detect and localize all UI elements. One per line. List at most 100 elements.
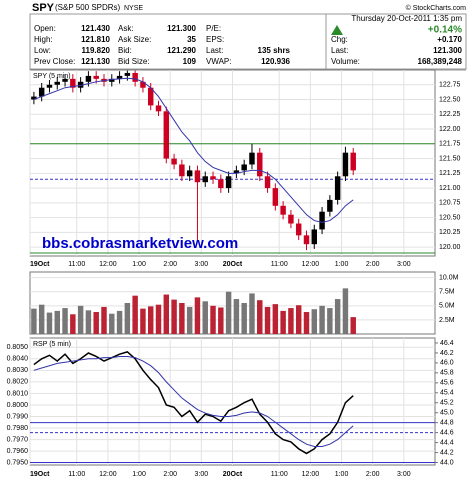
y-tick-label: 0.8000 [7,402,29,409]
volume-bar [132,295,138,334]
quote-label: Prev Close: [34,57,75,66]
ratio-line [33,351,354,455]
quote-label: Last: [206,46,223,55]
quote-label: VWAP: [206,57,231,66]
summary-label: Last: [331,46,348,55]
summary-value: 168,389,248 [418,57,463,66]
y-tick-label: 120.50 [439,214,461,221]
quote-label: EPS: [206,35,224,44]
x-tick-label: 20Oct [223,471,243,478]
quote-value: 120.936 [261,57,290,66]
candle-body [38,87,45,97]
quote-label: P/E: [206,24,221,33]
quote-value: 135 shrs [258,46,291,55]
volume-bar [54,310,60,334]
moving-average [33,355,354,448]
x-tick-label: 12:00 [302,261,320,268]
x-tick-label: 11:00 [271,471,288,478]
volume-bar [350,317,356,334]
y-tick-label: 122.25 [439,111,461,118]
x-tick-label: 2:00 [366,261,380,268]
candle-body [171,158,177,165]
x-tick-label: 12:00 [99,471,117,478]
quote-value: 121.810 [81,35,110,44]
y-tick-label: 122.00 [439,126,461,133]
y-tick-label: 121.25 [439,170,461,177]
candle-body [327,199,333,212]
quote-label: Bid: [118,46,132,55]
candle-body [350,152,356,171]
candle-body [109,78,115,82]
volume-bar [233,299,240,334]
candle-body [233,170,240,174]
volume-bar [241,303,247,334]
x-tick-label: 1:00 [335,261,349,268]
volume-bar [249,293,255,334]
candle-body [85,75,92,82]
y-tick-label: 0.8030 [7,367,29,374]
volume-bar [218,307,224,334]
candle-body [249,152,255,165]
volume-bar [31,308,37,334]
y-tick-label: 0.7960 [7,448,29,455]
volume-bar [272,304,279,334]
y2-tick-label: 45.2 [440,400,454,407]
symbol: SPY [32,2,55,14]
x-tick-label: 19Oct [30,261,50,268]
x-tick-label: 3:00 [195,471,209,478]
candle-body [194,170,201,183]
quote-label: Open: [34,24,56,33]
candle-body [342,152,349,177]
candle-body [155,105,162,112]
y-tick-label: 121.75 [439,141,461,148]
y2-tick-label: 45.0 [440,410,454,417]
candle-body [31,96,37,100]
quote-label: Ask Size: [118,35,151,44]
x-tick-label: 11:00 [68,471,85,478]
volume-bar [319,305,325,334]
y2-tick-label: 46.0 [440,360,454,367]
y2-tick-label: 44.4 [440,439,454,446]
y-tick-label: 0.7970 [7,436,29,443]
y2-tick-label: 45.6 [440,380,454,387]
y-tick-label: 121.00 [439,185,461,192]
candle-body [272,188,279,206]
candle-body [124,72,131,76]
panel-label: SPY (5 min) [33,73,71,80]
moving-average [33,77,354,223]
y-tick-label: 0.7950 [7,460,29,467]
candle-body [62,78,68,82]
y-tick-label: 0.8010 [7,390,29,397]
y-tick-label: 122.50 [439,96,461,103]
y2-tick-label: 44.0 [440,459,454,466]
volume-bar [163,294,170,334]
quote-value: 121.290 [167,46,196,55]
volume-bar [93,312,99,334]
candle-body [186,170,193,177]
volume-bar [210,305,216,334]
candle-body [334,176,341,200]
quote-label: Low: [34,46,51,55]
candle-body [140,81,146,88]
y-tick-label: 0.8020 [7,379,29,386]
x-tick-label: 1:00 [132,261,146,268]
date: Thursday 20-Oct-2011 1:35 pm [351,14,462,23]
summary-label: Chg: [331,35,348,44]
candle-body [210,176,216,180]
y2-tick-label: 46.2 [440,350,454,357]
volume-bar [171,299,177,334]
y-tick-label: 120.25 [439,229,461,236]
candle-body [46,84,53,88]
y-tick-label: 122.75 [439,82,461,89]
candle-body [202,176,208,183]
y-tick-label: 7.5M [439,289,455,296]
symbol-name: (S&P 500 SPDRs) [55,3,121,12]
volume-bar [147,306,154,334]
quote-value: 35 [187,35,196,44]
quote-label: Ask: [118,24,134,33]
change-pct: +0.14% [428,25,462,36]
exchange: NYSE [124,5,143,12]
quote-box [29,13,467,70]
candle-body [264,176,271,189]
